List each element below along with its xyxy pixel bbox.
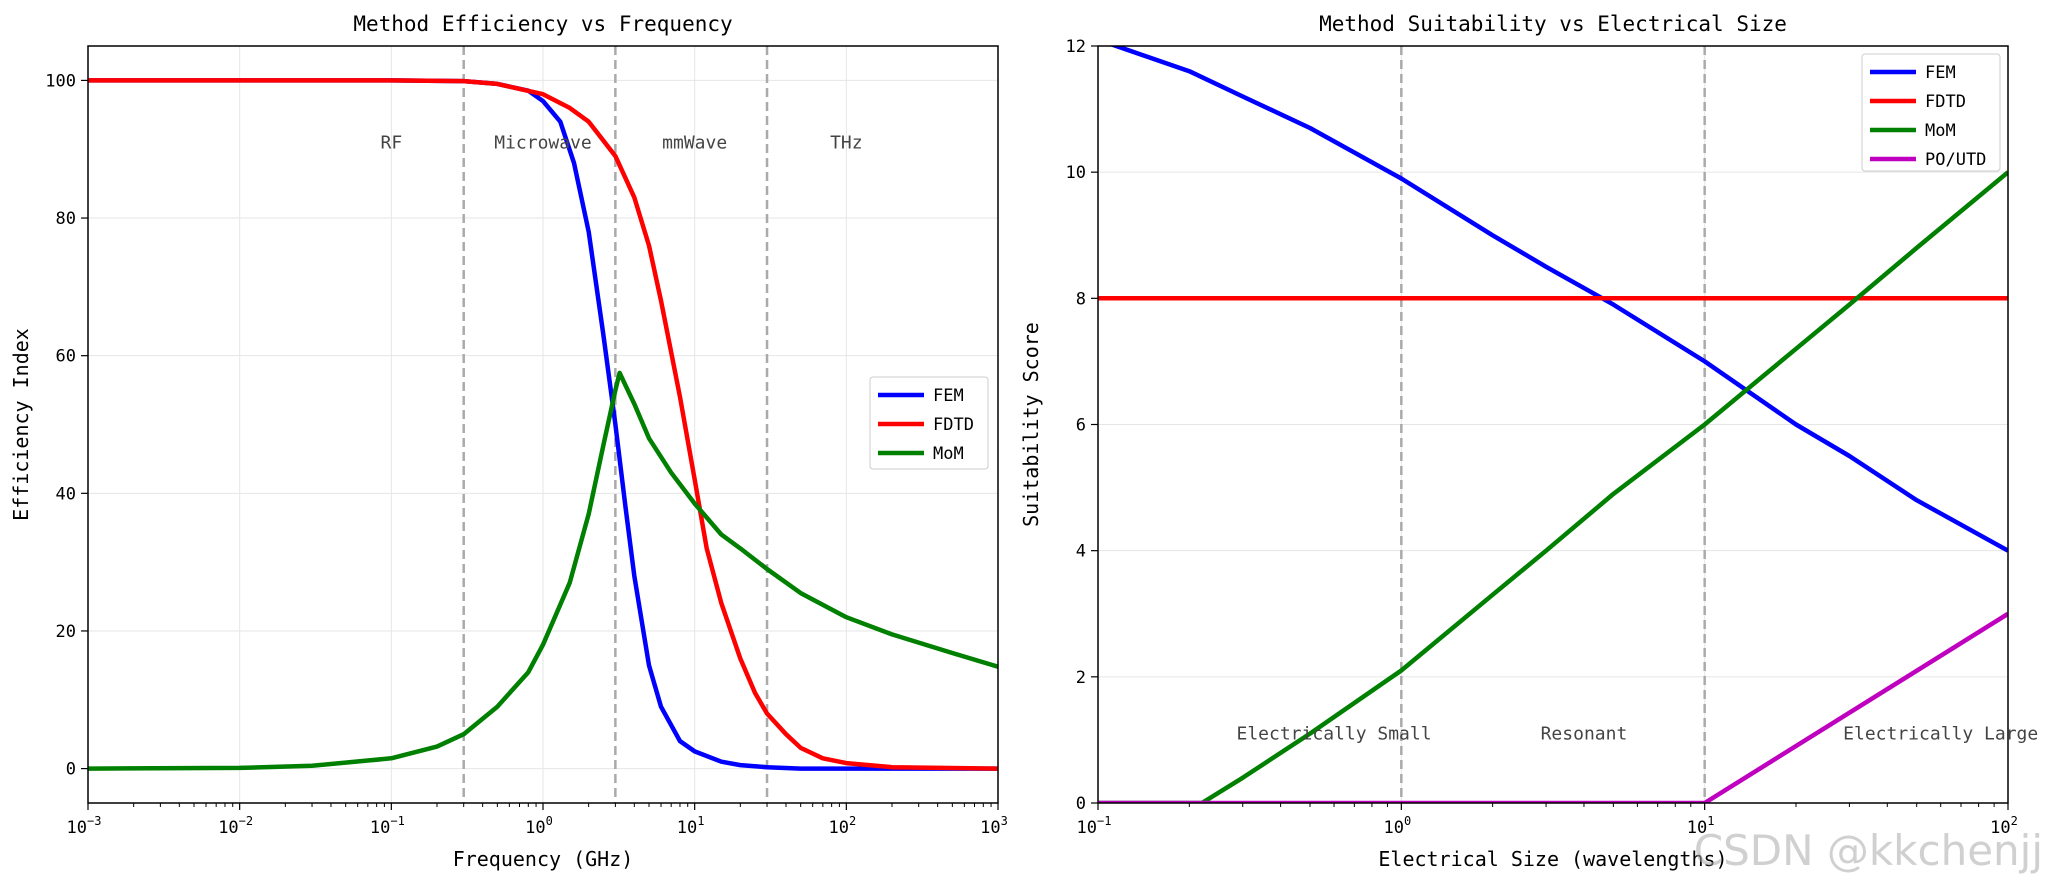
x-tick-label: 103	[980, 814, 1008, 838]
x-tick-label: 10−1	[370, 814, 405, 838]
y-tick-label: 40	[56, 484, 76, 504]
legend-entry: MoM	[1925, 121, 1956, 141]
region-label: RF	[380, 132, 402, 153]
y-tick-label: 8	[1076, 289, 1086, 309]
legend-entry: FDTD	[1925, 92, 1966, 112]
y-tick-label: 60	[56, 347, 76, 367]
series-line-po-utd	[1098, 611, 2008, 803]
chart-title: Method Efficiency vs Frequency	[353, 12, 732, 36]
region-label: mmWave	[662, 132, 727, 153]
x-tick-label: 10−3	[67, 814, 102, 838]
legend-entry: PO/UTD	[1925, 150, 1986, 170]
x-tick-label: 101	[677, 814, 705, 838]
x-tick-label: 100	[525, 814, 553, 838]
chart-panel-1: RF Microwave mmWave THz 10−3 10−2 10−1 100 101 10…	[9, 12, 1008, 871]
chart-panel-2: Electrically Small Resonant Electrically L…	[1019, 12, 2038, 871]
legend-entry: FEM	[1925, 63, 1956, 83]
legend-entry: FDTD	[933, 415, 974, 435]
x-tick-label: 100	[1383, 814, 1411, 838]
region-label: Microwave	[494, 132, 592, 153]
series-line-mom	[88, 370, 998, 771]
region-label: THz	[830, 132, 863, 153]
x-tick-label: 101	[1687, 814, 1715, 838]
legend-box	[869, 376, 989, 470]
legend: FEM FDTD MoM PO/UTD	[1861, 53, 2001, 172]
x-tick-label: 10−2	[218, 814, 253, 838]
region-label: Electrically Small	[1237, 724, 1432, 745]
legend-entry: MoM	[933, 444, 964, 464]
region-label: Resonant	[1541, 724, 1628, 745]
y-tick-label: 4	[1076, 542, 1086, 562]
x-tick-label: 10−1	[1077, 814, 1112, 838]
series-line-fdtd	[88, 78, 998, 771]
legend-box	[1861, 53, 2001, 172]
y-tick-label: 0	[66, 760, 76, 780]
y-tick-label: 80	[56, 209, 76, 229]
chart-title: Method Suitability vs Electrical Size	[1319, 12, 1787, 36]
legend: FEM FDTD MoM	[869, 376, 989, 470]
y-axis-label: Suitability Score	[1019, 322, 1043, 527]
series-line-fem	[1109, 46, 2008, 553]
x-tick-label: 102	[828, 814, 856, 838]
legend-entry: FEM	[933, 386, 964, 406]
x-axis-label: Frequency (GHz)	[453, 847, 634, 871]
series-line-mom	[1098, 170, 2008, 803]
region-label: Electrically Large	[1843, 724, 2038, 745]
x-axis-label: Electrical Size (wavelengths)	[1378, 847, 1727, 871]
y-tick-label: 100	[45, 71, 76, 91]
y-tick-label: 6	[1076, 416, 1086, 436]
y-axis-label: Efficiency Index	[9, 328, 33, 521]
watermark: CSDN @kkchenjj	[1693, 826, 2043, 875]
y-tick-label: 2	[1076, 668, 1086, 688]
y-tick-label: 0	[1076, 794, 1086, 814]
y-tick-label: 20	[56, 622, 76, 642]
y-tick-label: 12	[1066, 37, 1086, 57]
y-tick-label: 10	[1066, 163, 1086, 183]
